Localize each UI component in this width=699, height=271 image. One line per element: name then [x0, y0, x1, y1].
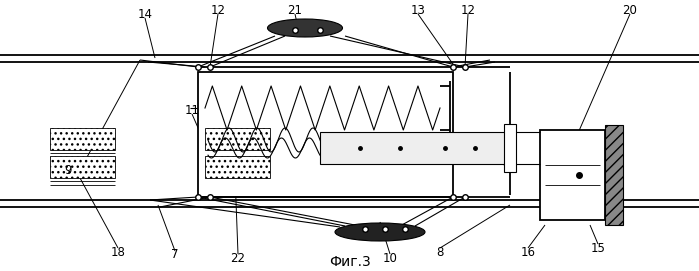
Text: 12: 12 [210, 4, 226, 17]
Bar [605, 125, 623, 225]
Text: 19: 19 [493, 149, 507, 162]
Text: 18: 18 [110, 246, 125, 259]
Text: 11: 11 [185, 104, 199, 117]
Text: 14: 14 [138, 8, 152, 21]
Text: 7: 7 [171, 249, 179, 262]
Text: 17: 17 [370, 149, 386, 162]
Ellipse shape [335, 223, 425, 241]
Text: 21: 21 [287, 4, 303, 17]
Text: 8: 8 [436, 246, 444, 259]
Bar [504, 124, 516, 172]
Text: Фиг.3: Фиг.3 [329, 255, 370, 269]
Bar [198, 72, 453, 197]
Bar [205, 128, 270, 150]
Text: 15: 15 [591, 241, 605, 254]
Bar [50, 156, 115, 178]
Text: 12: 12 [461, 4, 475, 17]
Ellipse shape [268, 19, 343, 37]
Text: 13: 13 [410, 4, 426, 17]
Text: 16: 16 [521, 246, 535, 259]
Bar [205, 156, 270, 178]
Bar [50, 128, 115, 150]
Text: 9: 9 [64, 163, 72, 176]
Text: 10: 10 [382, 251, 398, 264]
Bar [320, 132, 510, 164]
Text: 20: 20 [623, 4, 637, 17]
Text: 22: 22 [231, 251, 245, 264]
Bar [540, 130, 605, 220]
